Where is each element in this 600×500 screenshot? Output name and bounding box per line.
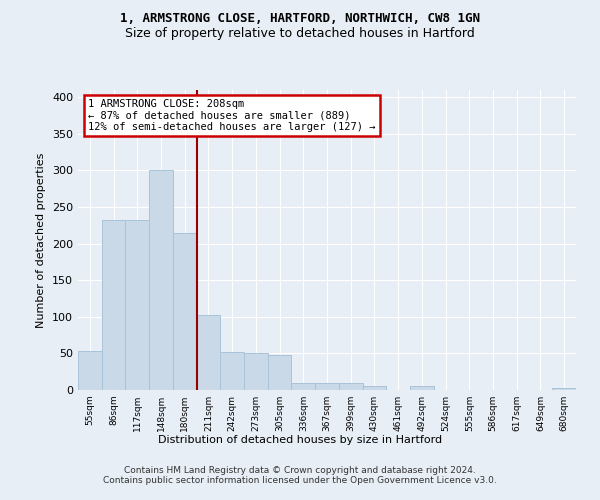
Bar bbox=[149, 170, 173, 390]
Bar bbox=[410, 386, 434, 390]
Bar bbox=[268, 355, 292, 390]
Text: 1 ARMSTRONG CLOSE: 208sqm
← 87% of detached houses are smaller (889)
12% of semi: 1 ARMSTRONG CLOSE: 208sqm ← 87% of detac… bbox=[88, 99, 376, 132]
Bar bbox=[552, 388, 576, 390]
Bar bbox=[173, 232, 197, 390]
Bar bbox=[102, 220, 125, 390]
Bar bbox=[220, 352, 244, 390]
Text: Contains HM Land Registry data © Crown copyright and database right 2024.
Contai: Contains HM Land Registry data © Crown c… bbox=[103, 466, 497, 485]
Text: Size of property relative to detached houses in Hartford: Size of property relative to detached ho… bbox=[125, 28, 475, 40]
Bar bbox=[197, 314, 220, 390]
Bar bbox=[339, 382, 362, 390]
Bar bbox=[244, 354, 268, 390]
Bar bbox=[362, 386, 386, 390]
Bar bbox=[78, 351, 102, 390]
Bar bbox=[292, 382, 315, 390]
Text: 1, ARMSTRONG CLOSE, HARTFORD, NORTHWICH, CW8 1GN: 1, ARMSTRONG CLOSE, HARTFORD, NORTHWICH,… bbox=[120, 12, 480, 26]
Text: Distribution of detached houses by size in Hartford: Distribution of detached houses by size … bbox=[158, 435, 442, 445]
Bar bbox=[315, 382, 339, 390]
Bar bbox=[125, 220, 149, 390]
Y-axis label: Number of detached properties: Number of detached properties bbox=[37, 152, 46, 328]
